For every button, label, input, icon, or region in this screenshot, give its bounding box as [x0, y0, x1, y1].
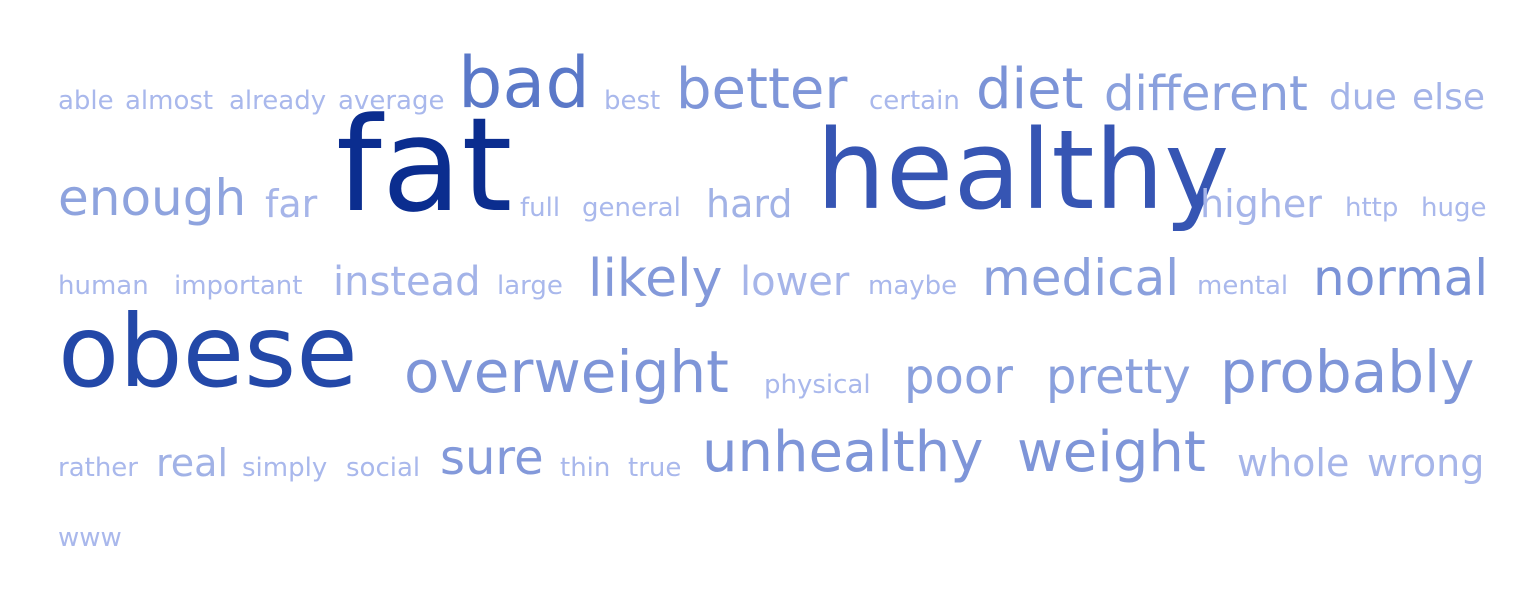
word-lower[interactable]: lower	[740, 259, 850, 305]
word-average[interactable]: average	[338, 86, 445, 116]
word-different[interactable]: different	[1104, 66, 1308, 122]
word-better[interactable]: better	[676, 57, 848, 122]
word-medical[interactable]: medical	[982, 249, 1180, 307]
word-bad[interactable]: bad	[458, 42, 590, 124]
word-unhealthy[interactable]: unhealthy	[702, 420, 984, 485]
word-physical[interactable]: physical	[764, 370, 871, 400]
word-sure[interactable]: sure	[440, 430, 544, 486]
word-probably[interactable]: probably	[1220, 338, 1475, 406]
word-far[interactable]: far	[265, 182, 318, 226]
word-enough[interactable]: enough	[58, 169, 247, 227]
word-normal[interactable]: normal	[1313, 249, 1489, 307]
word-www[interactable]: www	[58, 523, 122, 553]
word-fat[interactable]: fat	[336, 89, 513, 241]
word-pretty[interactable]: pretty	[1046, 349, 1191, 405]
word-instead[interactable]: instead	[333, 259, 481, 305]
word-http[interactable]: http	[1345, 193, 1399, 223]
word-mental[interactable]: mental	[1197, 271, 1289, 301]
word-likely[interactable]: likely	[588, 249, 723, 309]
word-simply[interactable]: simply	[242, 453, 328, 483]
word-weight[interactable]: weight	[1017, 420, 1206, 485]
word-higher[interactable]: higher	[1200, 182, 1322, 226]
word-diet[interactable]: diet	[976, 57, 1084, 122]
word-full[interactable]: full	[520, 193, 561, 223]
word-already[interactable]: already	[229, 86, 327, 116]
word-maybe[interactable]: maybe	[868, 271, 958, 301]
word-best[interactable]: best	[604, 86, 661, 116]
word-obese[interactable]: obese	[58, 293, 358, 410]
word-due[interactable]: due	[1329, 77, 1397, 118]
word-human[interactable]: human	[58, 271, 149, 301]
word-certain[interactable]: certain	[869, 86, 960, 116]
word-able[interactable]: able	[58, 86, 114, 116]
word-poor[interactable]: poor	[904, 349, 1013, 405]
word-thin[interactable]: thin	[560, 453, 611, 483]
word-social[interactable]: social	[346, 453, 421, 483]
word-whole[interactable]: whole	[1237, 441, 1350, 485]
word-else[interactable]: else	[1412, 77, 1486, 118]
word-hard[interactable]: hard	[706, 182, 793, 226]
word-almost[interactable]: almost	[125, 86, 214, 116]
word-wrong[interactable]: wrong	[1367, 441, 1485, 485]
word-overweight[interactable]: overweight	[404, 338, 729, 406]
word-real[interactable]: real	[156, 441, 229, 485]
word-true[interactable]: true	[628, 453, 682, 483]
word-large[interactable]: large	[497, 271, 563, 301]
word-rather[interactable]: rather	[58, 453, 138, 483]
word-huge[interactable]: huge	[1421, 193, 1487, 223]
word-general[interactable]: general	[582, 193, 681, 223]
word-healthy[interactable]: healthy	[816, 106, 1230, 234]
word-important[interactable]: important	[174, 271, 303, 301]
